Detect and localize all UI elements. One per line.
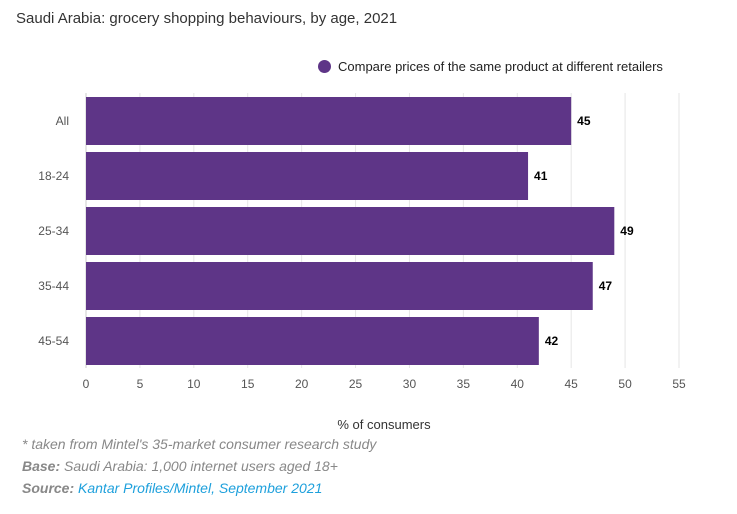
- x-tick-label: 40: [511, 377, 525, 391]
- bar-45-54: [86, 317, 539, 365]
- data-label: 42: [545, 334, 559, 348]
- x-tick-label: 0: [83, 377, 90, 391]
- chart-title: Saudi Arabia: grocery shopping behaviour…: [16, 10, 398, 27]
- base-label: Base:: [22, 458, 61, 474]
- legend[interactable]: Compare prices of the same product at di…: [318, 59, 663, 74]
- x-tick-label: 30: [403, 377, 417, 391]
- x-tick-label: 45: [565, 377, 579, 391]
- legend-label: Compare prices of the same product at di…: [338, 59, 663, 74]
- legend-marker: [318, 60, 331, 73]
- x-tick-label: 20: [295, 377, 309, 391]
- x-tick-label: 55: [672, 377, 686, 391]
- y-tick-label: 25-34: [38, 224, 69, 238]
- y-tick-label: 35-44: [38, 279, 69, 293]
- x-tick-label: 50: [618, 377, 632, 391]
- y-tick-label: All: [56, 114, 69, 128]
- source-link[interactable]: Kantar Profiles/Mintel, September 2021: [78, 480, 323, 496]
- x-tick-label: 35: [457, 377, 471, 391]
- data-label: 49: [620, 224, 634, 238]
- base-note: Base: Saudi Arabia: 1,000 internet users…: [22, 458, 338, 474]
- x-tick-label: 15: [241, 377, 255, 391]
- base-text: Saudi Arabia: 1,000 internet users aged …: [64, 458, 338, 474]
- y-tick-label: 45-54: [38, 334, 69, 348]
- x-tick-label: 25: [349, 377, 363, 391]
- data-label: 47: [599, 279, 613, 293]
- source-label: Source:: [22, 480, 75, 496]
- source-note: Source: Kantar Profiles/Mintel, Septembe…: [22, 480, 322, 496]
- footnote: * taken from Mintel's 35-market consumer…: [22, 436, 377, 452]
- bar-35-44: [86, 262, 593, 310]
- bar-25-34: [86, 207, 615, 255]
- data-label: 41: [534, 169, 548, 183]
- data-label: 45: [577, 114, 591, 128]
- x-tick-label: 10: [187, 377, 201, 391]
- x-tick-label: 5: [137, 377, 144, 391]
- x-axis-label: % of consumers: [337, 417, 431, 432]
- bar-18-24: [86, 152, 529, 200]
- bar-All: [86, 97, 572, 145]
- y-tick-label: 18-24: [38, 169, 69, 183]
